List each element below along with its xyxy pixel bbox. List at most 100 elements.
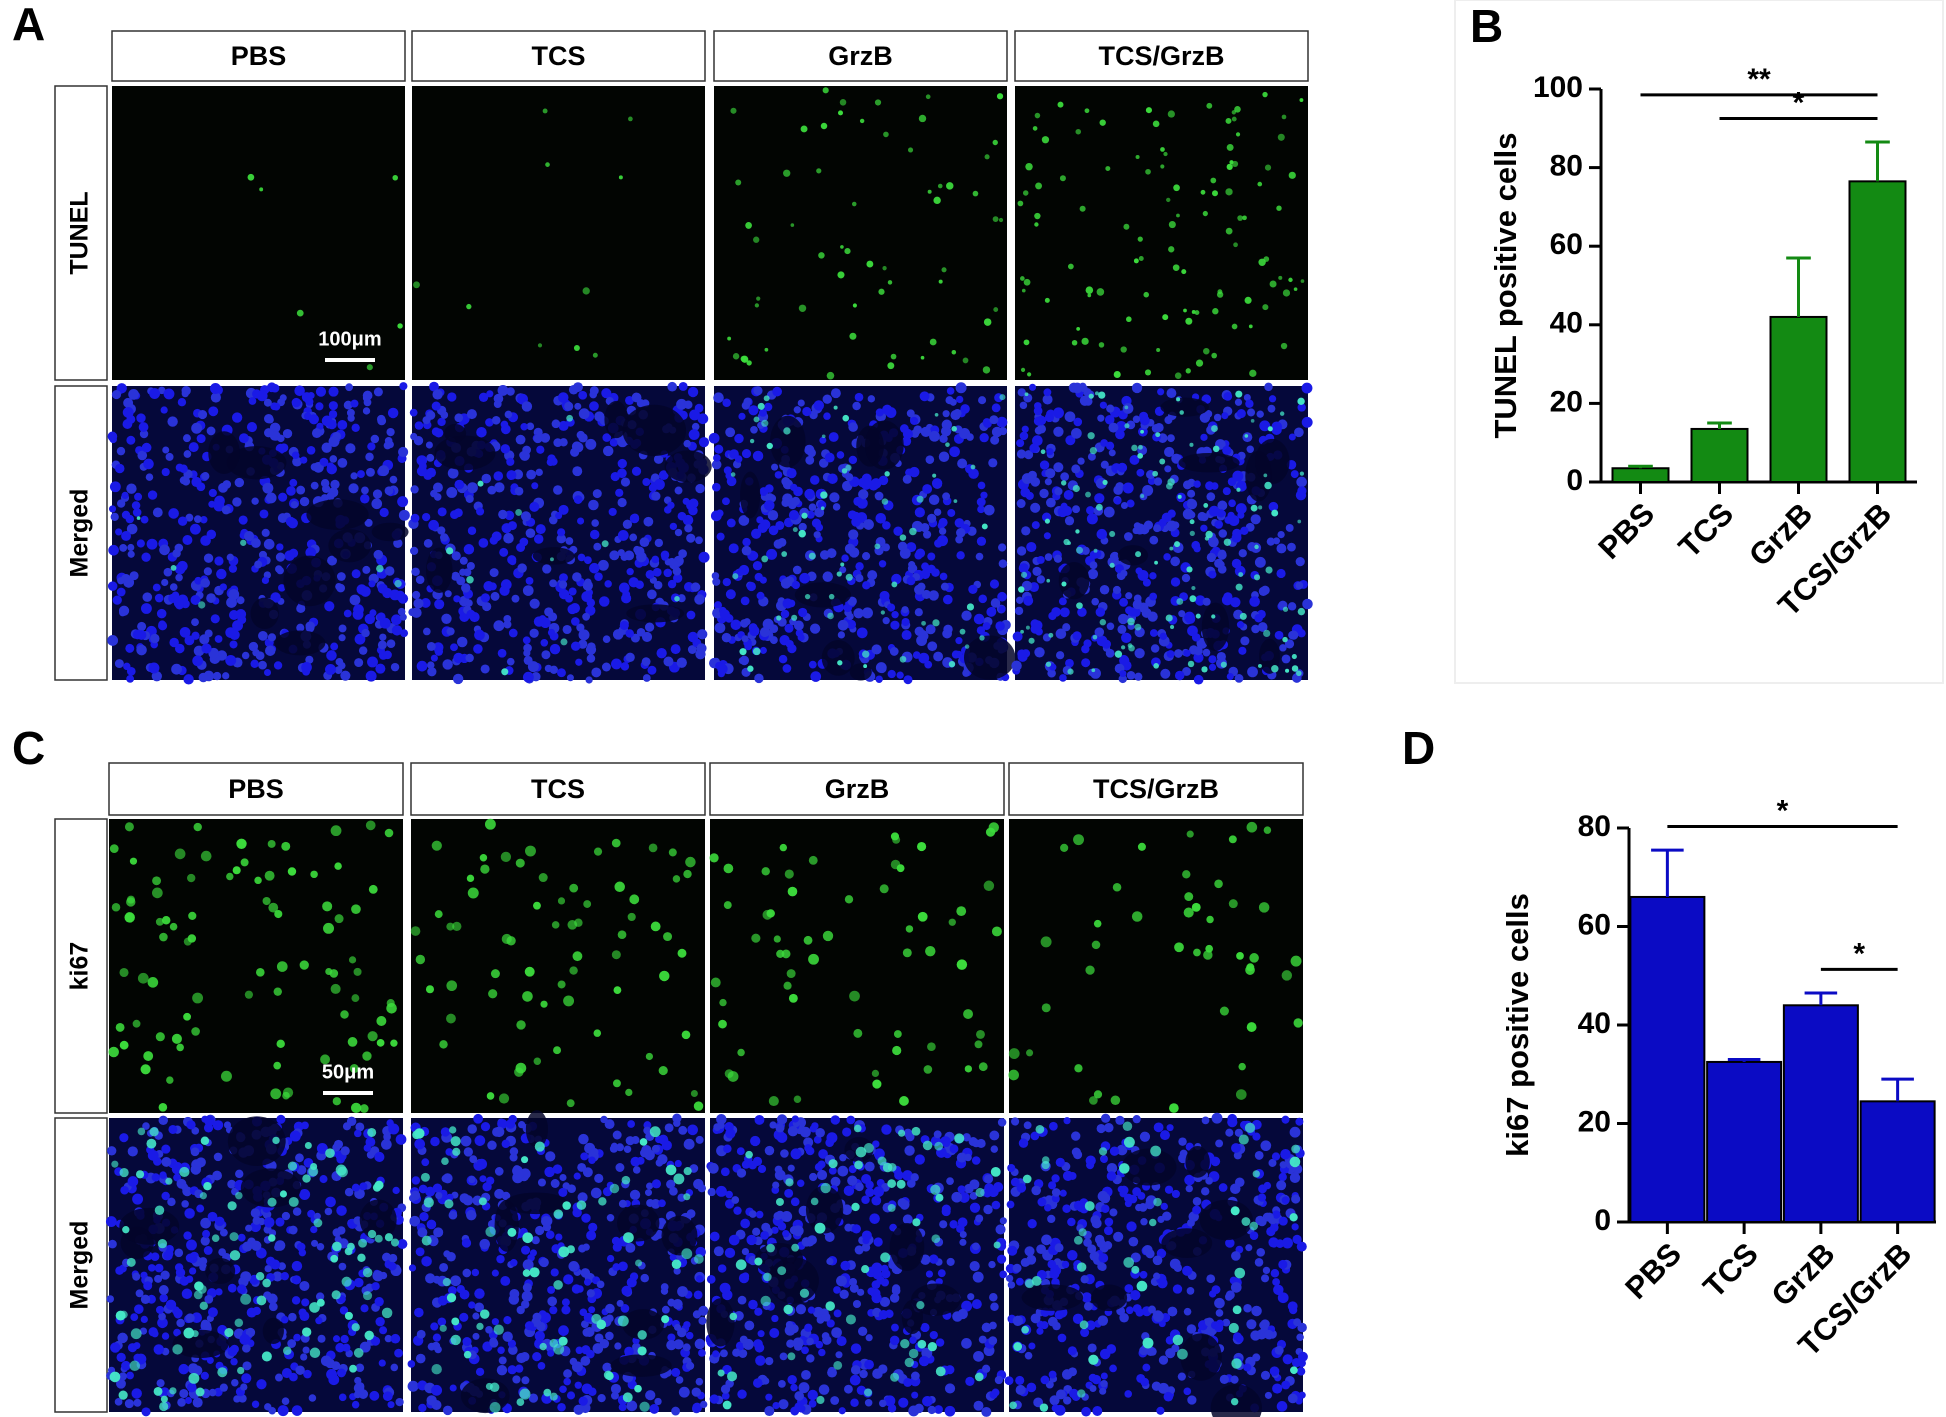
- nucleus: [392, 1186, 400, 1195]
- positive-cell: [976, 1029, 985, 1039]
- nucleus: [446, 486, 458, 498]
- positive-cell: [932, 619, 940, 627]
- nucleus: [154, 1263, 164, 1273]
- nucleus: [137, 450, 148, 461]
- micrograph: [105, 1114, 408, 1417]
- nucleus: [762, 1377, 770, 1385]
- nucleus: [577, 1192, 588, 1203]
- nucleus: [532, 1352, 542, 1362]
- positive-cell: [522, 991, 533, 1002]
- nucleus: [863, 519, 874, 530]
- positive-cell: [948, 660, 956, 668]
- nucleus: [821, 1312, 831, 1322]
- positive-cell: [745, 1150, 753, 1159]
- nucleus: [383, 1133, 391, 1141]
- nucleus: [696, 1275, 704, 1283]
- positive-cell: [507, 1227, 517, 1237]
- nucleus: [648, 483, 658, 493]
- nucleus: [522, 585, 534, 596]
- nucleus: [698, 1349, 706, 1357]
- positive-cell: [1248, 324, 1253, 329]
- positive-cell: [1236, 952, 1244, 960]
- positive-cell: [1189, 442, 1194, 447]
- nucleus: [493, 400, 502, 408]
- nucleus: [433, 1227, 444, 1238]
- nucleus: [599, 596, 610, 607]
- nucleus: [189, 523, 201, 535]
- positive-cell: [927, 1042, 936, 1052]
- nucleus: [1124, 1390, 1133, 1398]
- nucleus: [117, 577, 125, 585]
- positive-cell: [348, 956, 357, 964]
- nucleus: [361, 628, 370, 638]
- nucleus: [447, 467, 459, 479]
- nucleus: [219, 583, 227, 591]
- positive-cell: [1034, 112, 1041, 119]
- nucleus: [125, 514, 135, 524]
- nucleus: [107, 581, 118, 591]
- nucleus: [557, 668, 566, 678]
- positive-cell: [270, 1088, 282, 1100]
- nucleus: [118, 1372, 127, 1381]
- nucleus: [299, 496, 310, 507]
- nucleus: [497, 648, 507, 658]
- nucleus: [1100, 1379, 1108, 1388]
- positive-cell: [883, 131, 889, 138]
- nucleus: [1044, 1204, 1052, 1212]
- nucleus: [478, 392, 489, 403]
- nucleus: [299, 1311, 310, 1322]
- positive-cell: [235, 1191, 243, 1200]
- nucleus: [841, 1204, 853, 1215]
- nucleus: [267, 633, 277, 642]
- nucleus: [1257, 622, 1268, 632]
- nucleus: [1033, 1397, 1044, 1408]
- positive-cell: [516, 1398, 525, 1406]
- nucleus: [507, 555, 517, 565]
- nucleus: [1276, 543, 1287, 554]
- nucleus: [795, 1304, 807, 1315]
- nucleus: [289, 1130, 301, 1142]
- positive-cell: [466, 874, 475, 883]
- positive-cell: [279, 1190, 288, 1198]
- nucleus: [288, 1312, 297, 1322]
- positive-cell: [236, 838, 247, 849]
- nucleus: [663, 656, 674, 667]
- nucleus: [459, 1193, 470, 1204]
- nucleus: [340, 1146, 350, 1156]
- positive-cell: [115, 1310, 126, 1321]
- nucleus: [591, 519, 599, 527]
- nucleus: [896, 671, 904, 679]
- positive-cell: [634, 1384, 642, 1393]
- nucleus: [493, 471, 504, 481]
- nucleus: [127, 1176, 139, 1187]
- nucleus: [594, 1173, 604, 1183]
- nucleus: [764, 1406, 775, 1417]
- nucleus: [126, 435, 136, 445]
- positive-cell: [135, 1170, 145, 1179]
- nucleus: [407, 1360, 416, 1368]
- nucleus: [1208, 570, 1217, 579]
- nucleus: [1262, 1266, 1271, 1275]
- nucleus: [1200, 433, 1208, 441]
- positive-cell: [853, 1028, 863, 1038]
- nucleus: [678, 549, 687, 558]
- nucleus: [311, 1239, 319, 1247]
- nucleus: [300, 1353, 308, 1361]
- nucleus: [616, 1299, 624, 1307]
- positive-cell: [639, 1138, 648, 1146]
- positive-cell: [683, 1193, 691, 1201]
- nucleus: [1278, 1172, 1287, 1182]
- nucleus: [1049, 1395, 1060, 1406]
- nucleus: [497, 1118, 508, 1129]
- micrograph: [112, 86, 405, 380]
- nucleus: [708, 432, 720, 444]
- nucleus: [549, 665, 559, 674]
- nucleus: [328, 436, 340, 447]
- positive-cell: [524, 966, 535, 977]
- nucleus: [920, 1322, 930, 1333]
- positive-cell: [658, 1066, 668, 1076]
- nucleus: [740, 596, 750, 606]
- nucleus: [533, 534, 544, 544]
- column-header: PBS: [231, 41, 287, 71]
- nucleus: [1148, 1347, 1157, 1356]
